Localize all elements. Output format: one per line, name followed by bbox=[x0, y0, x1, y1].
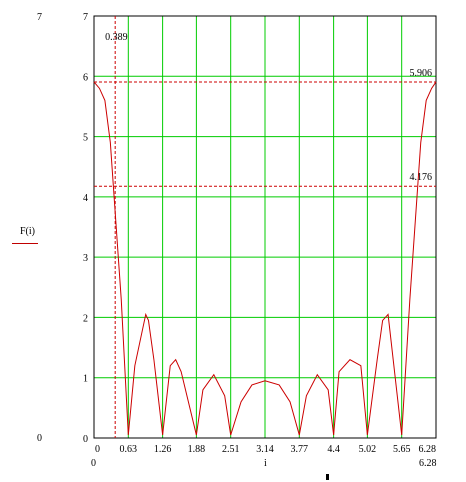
y-tick-label-5: 5 bbox=[83, 133, 88, 144]
cursor-marker bbox=[326, 474, 329, 480]
x-tick-label-10: 6.28 bbox=[419, 444, 437, 455]
x-tick-label-5: 3.14 bbox=[256, 444, 274, 455]
x-tick-label-4: 2.51 bbox=[222, 444, 240, 455]
y-tick-label-1: 1 bbox=[83, 374, 88, 385]
x-tick-label-7: 4.4 bbox=[327, 444, 340, 455]
gridlines bbox=[93, 15, 437, 439]
y-tick-label-4: 4 bbox=[83, 193, 88, 204]
y-tick-label-7: 7 bbox=[83, 12, 88, 23]
horizontal-marker-label-0: 5.906 bbox=[410, 68, 433, 79]
horizontal-marker-label-1: 4.176 bbox=[410, 172, 433, 183]
x-range-min-label: 0 bbox=[91, 458, 96, 469]
y-tick-label-0: 0 bbox=[83, 434, 88, 445]
x-tick-labels: 0 0.63 1.26 1.88 2.51 3.14 3.77 4.4 5.02 5.65 6.28 bbox=[95, 444, 436, 455]
y-axis-label: F(i) bbox=[20, 226, 35, 237]
vertical-marker-label: 0.389 bbox=[105, 32, 128, 43]
y-range-min-label: 0 bbox=[37, 433, 42, 444]
series-line bbox=[93, 81, 437, 436]
y-tick-label-2: 2 bbox=[83, 313, 88, 324]
x-tick-label-6: 3.77 bbox=[291, 444, 309, 455]
annotation-labels: 0.389 5.906 4.176 bbox=[105, 32, 432, 183]
annotation-lines bbox=[94, 16, 436, 438]
y-range-max-label: 7 bbox=[37, 12, 42, 23]
x-tick-label-9: 5.65 bbox=[393, 444, 411, 455]
x-tick-label-2: 1.26 bbox=[154, 444, 172, 455]
x-axis-label: i bbox=[264, 458, 267, 469]
legend-line-swatch bbox=[12, 243, 38, 244]
x-tick-label-3: 1.88 bbox=[188, 444, 206, 455]
x-tick-label-1: 0.63 bbox=[120, 444, 138, 455]
y-tick-label-6: 6 bbox=[83, 72, 88, 83]
x-tick-label-0: 0 bbox=[95, 444, 100, 455]
x-range-max-label: 6.28 bbox=[419, 458, 437, 469]
y-tick-labels: 0 1 2 3 4 5 6 7 bbox=[83, 12, 88, 445]
plot-frame bbox=[93, 15, 437, 439]
x-tick-label-8: 5.02 bbox=[359, 444, 377, 455]
y-tick-label-3: 3 bbox=[83, 253, 88, 264]
